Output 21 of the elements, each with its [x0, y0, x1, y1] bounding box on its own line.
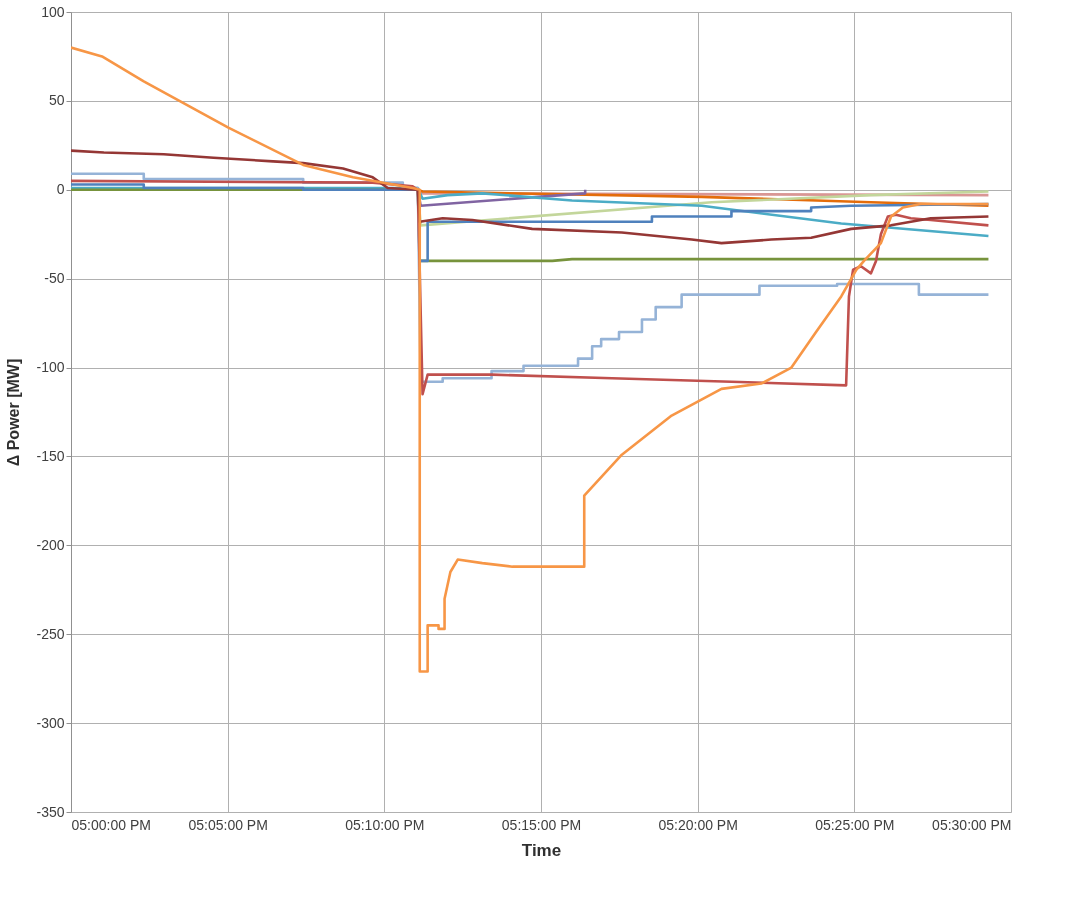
- x-tick-label: 05:25:00 PM: [815, 816, 895, 833]
- y-tick-label: -250: [36, 625, 65, 642]
- y-tick-label: -100: [36, 359, 65, 376]
- x-tick-label: 05:30:00 PM: [932, 816, 1012, 833]
- y-tick-label: -200: [36, 536, 65, 553]
- line-series: [71, 46, 990, 673]
- y-tick-label: 50: [48, 92, 65, 109]
- x-axis-title: Time: [521, 840, 562, 860]
- y-tick-label: -300: [36, 714, 65, 731]
- y-tick-label: -50: [44, 270, 65, 287]
- y-tick-label: 100: [41, 3, 65, 20]
- x-tick-label: 05:10:00 PM: [345, 816, 425, 833]
- x-tick-label: 05:20:00 PM: [658, 816, 738, 833]
- y-tick-label: 0: [56, 181, 65, 198]
- x-tick-label: 05:05:00 PM: [188, 816, 268, 833]
- x-tick-label: 05:00:00 PM: [71, 816, 151, 833]
- y-axis-title: Δ Power [MW]: [5, 358, 23, 467]
- y-tick-label: -150: [36, 447, 65, 464]
- y-tick-label: -350: [36, 803, 65, 820]
- x-tick-label: 05:15:00 PM: [501, 816, 582, 833]
- line-series: [71, 149, 990, 245]
